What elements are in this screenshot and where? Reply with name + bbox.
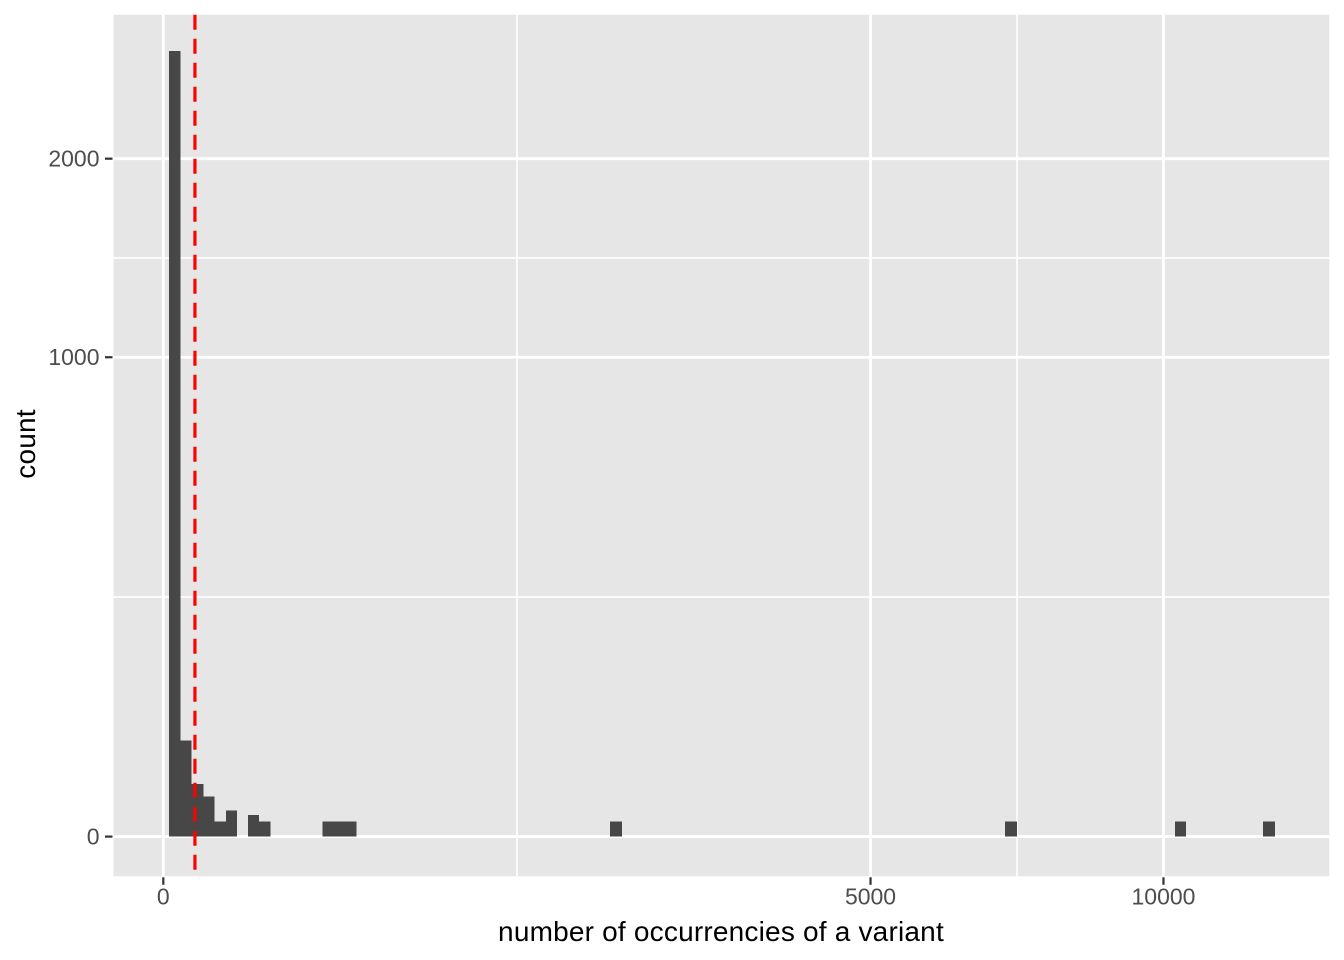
histogram-bar	[225, 810, 237, 837]
histogram-bar	[1263, 821, 1276, 837]
histogram-bar	[322, 821, 357, 837]
histogram-bar	[248, 815, 260, 837]
histogram-bar	[214, 821, 226, 837]
histogram-bar	[1175, 821, 1187, 837]
histogram-bar	[203, 796, 215, 837]
histogram-bar	[180, 740, 192, 837]
y-tick-label: 1000	[48, 344, 99, 370]
histogram-bar	[168, 51, 181, 837]
x-tick-label: 10000	[1131, 883, 1195, 909]
y-tick-label: 0	[87, 824, 100, 850]
histogram-bar	[259, 821, 271, 837]
y-axis-title: count	[10, 409, 41, 479]
x-tick-label: 5000	[845, 883, 896, 909]
x-tick-label: 0	[157, 883, 170, 909]
histogram-bar	[610, 821, 623, 837]
histogram-bar	[191, 784, 204, 837]
y-tick-label: 2000	[48, 146, 99, 172]
x-axis-title: number of occurrencies of a variant	[498, 916, 944, 947]
histogram-bar	[1005, 821, 1018, 837]
plot-panel	[113, 14, 1330, 877]
